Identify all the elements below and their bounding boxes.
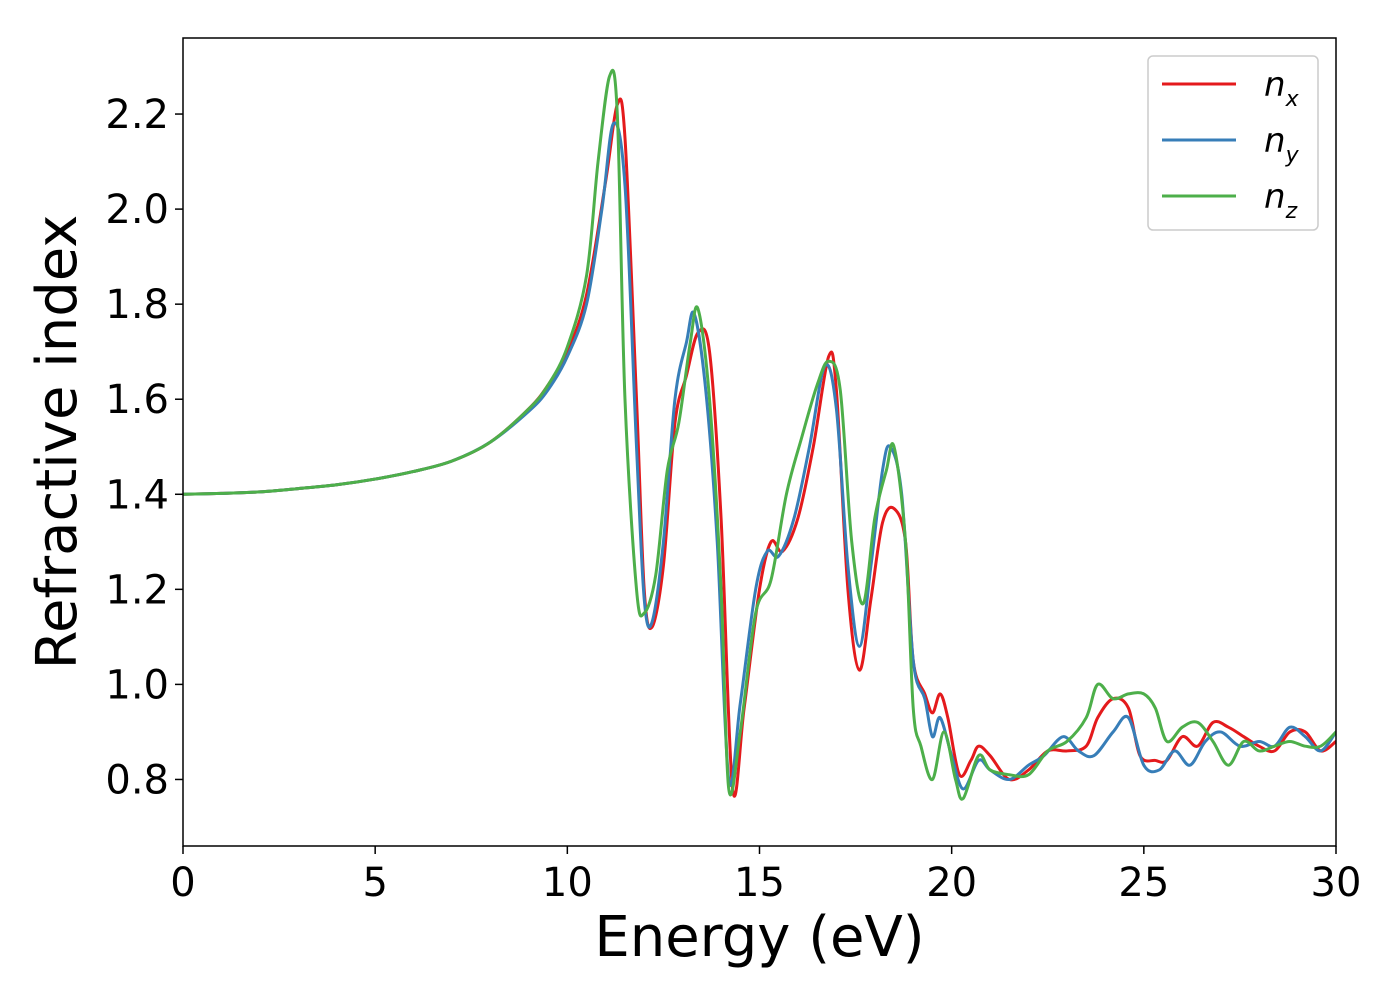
x-tick-label: 25 [1118,860,1169,906]
x-axis: 0 5 10 15 20 25 30 [170,846,1361,906]
series-line-n-y [183,121,1336,791]
x-tick-label: 5 [362,860,387,906]
y-tick-label: 1.4 [105,472,169,518]
y-tick-label: 0.8 [105,757,169,803]
legend-subscript: x [1285,87,1300,112]
y-tick-label: 1.2 [105,567,169,613]
x-tick-label: 0 [170,860,195,906]
legend-subscript: z [1285,199,1298,224]
series-layer [183,68,1336,801]
y-axis-label: Refractive index [25,215,90,670]
legend-box [1147,55,1319,231]
y-axis: 0.8 1.0 1.2 1.4 1.6 1.8 2.0 2.2 [105,92,183,803]
y-tick-label: 2.0 [105,187,169,233]
x-tick-label: 15 [734,860,785,906]
y-tick-label: 1.6 [105,377,169,423]
legend-subscript: y [1285,143,1300,168]
x-tick-label: 10 [542,860,593,906]
x-tick-label: 30 [1311,860,1362,906]
x-tick-label: 20 [926,860,977,906]
y-tick-label: 1.0 [105,662,169,708]
y-tick-label: 2.2 [105,92,169,138]
y-tick-label: 1.8 [105,282,169,328]
x-axis-label: Energy (eV) [594,905,924,970]
series-line-n-z [183,68,1336,801]
